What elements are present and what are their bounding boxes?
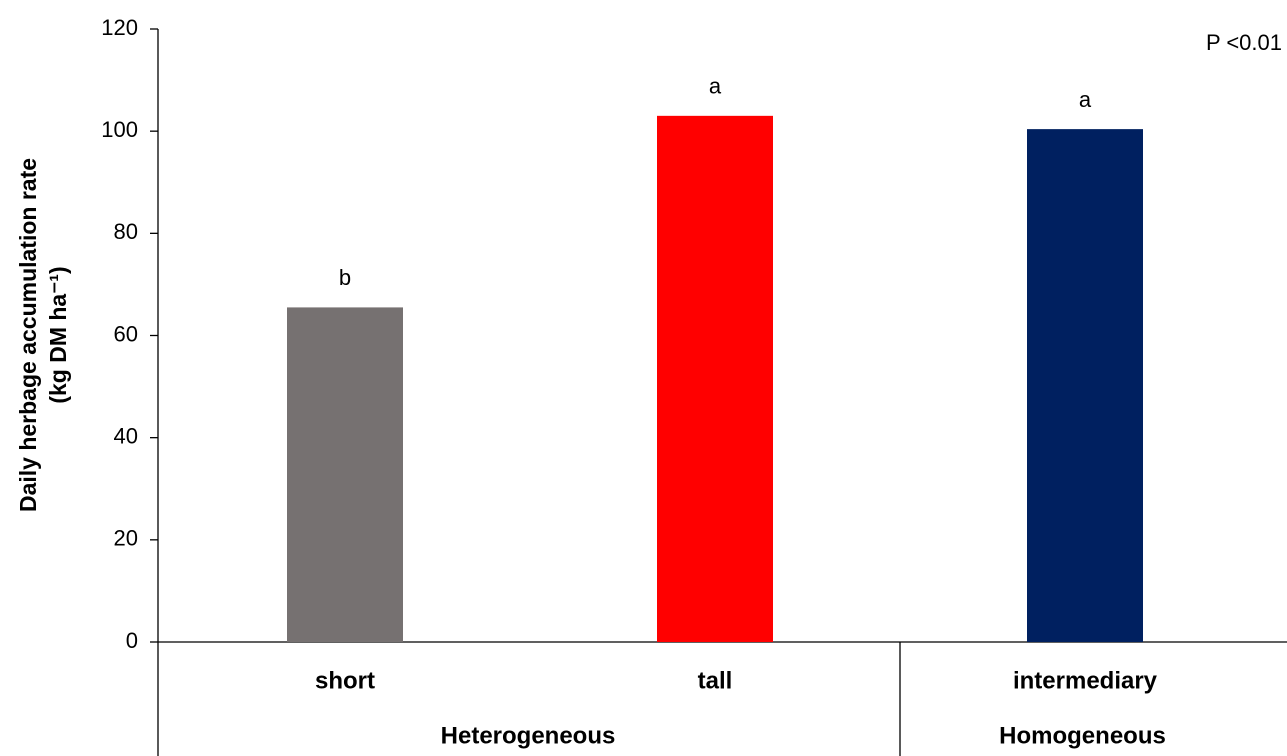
group-label: Homogeneous — [999, 722, 1166, 749]
significance-letter: b — [339, 265, 351, 290]
x-tick-label: short — [315, 667, 375, 694]
y-tick-label: 80 — [114, 219, 138, 244]
y-tick-label: 40 — [114, 423, 138, 448]
group-label: Heterogeneous — [441, 722, 616, 749]
p-value: P <0.01 — [1206, 30, 1282, 55]
bar — [657, 115, 773, 642]
bar — [1027, 129, 1143, 642]
bar — [287, 307, 403, 642]
y-tick-label: 120 — [101, 15, 138, 40]
significance-letter: a — [1079, 87, 1092, 112]
y-tick-label: 100 — [101, 117, 138, 142]
y-axis-label: Daily herbage accumulation rate — [15, 158, 41, 512]
y-tick-label: 20 — [114, 526, 138, 551]
x-tick-label: tall — [698, 667, 733, 694]
y-tick-label: 60 — [114, 321, 138, 346]
significance-letter: a — [709, 74, 722, 99]
y-axis-label: (kg DM ha⁻¹) — [45, 266, 71, 403]
x-tick-label: intermediary — [1013, 667, 1158, 694]
y-tick-label: 0 — [126, 628, 138, 653]
